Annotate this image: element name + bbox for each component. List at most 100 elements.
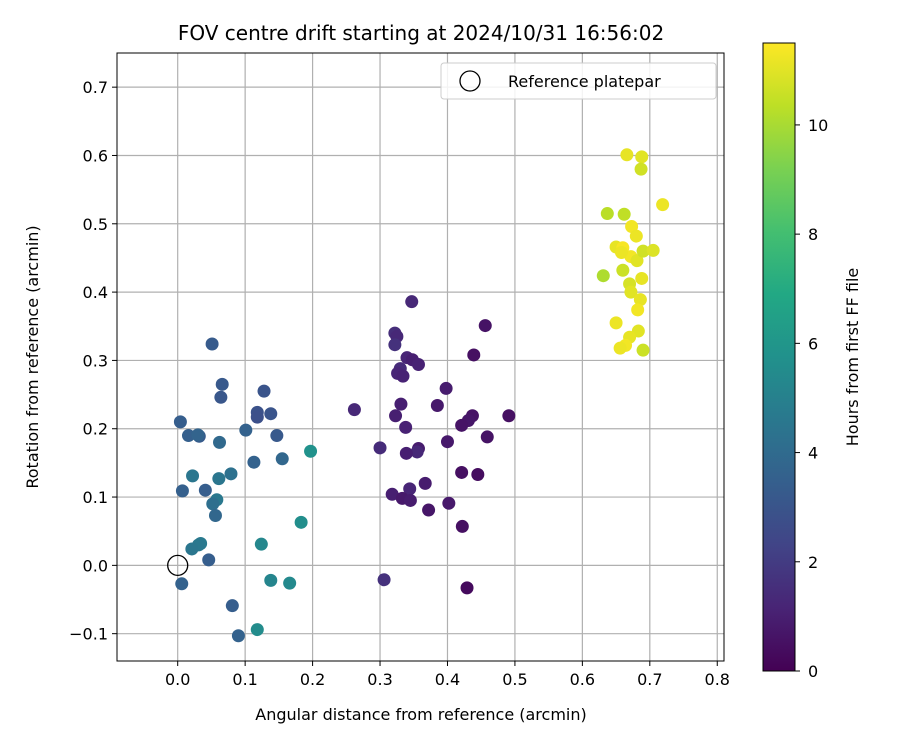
data-point — [202, 553, 216, 567]
data-point — [396, 369, 410, 383]
data-point — [264, 573, 278, 587]
y-tick-label: 0.3 — [83, 351, 108, 370]
x-tick-label: 0.8 — [705, 670, 730, 689]
x-tick-label: 0.7 — [637, 670, 662, 689]
colorbar-tick-label: 2 — [808, 553, 818, 572]
colorbar: 0 2 4 6 8 10 Hours from first FF file — [762, 42, 862, 681]
data-point — [634, 162, 648, 176]
data-point — [646, 243, 660, 257]
data-point — [596, 269, 610, 283]
x-tick-label: 0.3 — [367, 670, 392, 689]
data-point — [181, 429, 195, 443]
y-tick-label: 0.4 — [83, 283, 108, 302]
legend-box — [440, 62, 717, 100]
colorbar-ticks: 0 2 4 6 8 10 — [795, 116, 828, 681]
data-point — [635, 150, 649, 164]
x-tick-label: 0.6 — [570, 670, 595, 689]
data-point — [630, 254, 644, 268]
data-point — [175, 577, 189, 591]
data-point — [609, 316, 623, 330]
data-point — [275, 452, 289, 466]
data-point — [471, 468, 485, 482]
y-tick-label: −0.1 — [69, 625, 108, 644]
data-point — [198, 483, 212, 497]
colorbar-tick-label: 4 — [808, 444, 818, 463]
data-point — [631, 303, 645, 317]
data-point — [254, 537, 268, 551]
data-point — [215, 377, 229, 391]
data-point — [394, 397, 408, 411]
data-point — [410, 445, 424, 459]
data-point — [208, 508, 222, 522]
legend-label: Reference platepar — [508, 72, 661, 91]
data-point — [225, 599, 239, 613]
data-point — [399, 420, 413, 434]
data-point — [206, 497, 220, 511]
data-point — [614, 245, 628, 259]
x-tick-label: 0.2 — [300, 670, 325, 689]
data-point — [616, 263, 630, 277]
data-point — [250, 623, 264, 637]
data-point — [247, 455, 261, 469]
data-point — [304, 444, 318, 458]
data-point — [191, 428, 205, 442]
data-point — [205, 337, 219, 351]
data-point — [214, 390, 228, 404]
x-tick-label: 0.0 — [165, 670, 190, 689]
reference-marker — [167, 554, 189, 577]
data-point — [173, 415, 187, 429]
data-point — [620, 148, 634, 162]
data-point — [294, 515, 308, 529]
legend-marker — [459, 70, 481, 92]
data-point — [270, 429, 284, 443]
data-point — [636, 343, 650, 357]
data-point — [455, 465, 469, 479]
data-point — [613, 341, 627, 355]
data-point — [175, 484, 189, 498]
data-point — [283, 576, 297, 590]
data-point — [213, 435, 227, 449]
data-point — [403, 493, 417, 507]
data-point — [403, 482, 417, 496]
data-point — [185, 542, 199, 556]
data-point — [635, 271, 649, 285]
y-tick-label: 0.6 — [83, 146, 108, 165]
data-point — [212, 472, 226, 486]
data-point — [418, 476, 432, 490]
data-point — [399, 446, 413, 460]
data-point — [624, 285, 638, 299]
data-point — [373, 441, 387, 455]
data-point — [430, 399, 444, 413]
colorbar-tick-label: 6 — [808, 334, 818, 353]
y-axis-ticks: −0.1 0.0 0.1 0.2 0.3 0.4 0.5 0.6 0.7 — [69, 78, 117, 644]
legend: Reference platepar — [440, 62, 717, 100]
y-tick-label: 0.2 — [83, 420, 108, 439]
data-point — [439, 381, 453, 395]
data-point — [264, 407, 278, 421]
data-point — [250, 410, 264, 424]
data-point — [455, 418, 469, 432]
y-tick-label: 0.0 — [83, 556, 108, 575]
data-point — [480, 430, 494, 444]
data-point — [257, 384, 271, 398]
data-point — [411, 358, 425, 372]
colorbar-tick-label: 8 — [808, 225, 818, 244]
data-point — [405, 295, 419, 309]
data-point — [467, 348, 481, 362]
data-point — [388, 338, 402, 352]
grid-lines — [117, 53, 724, 661]
colorbar-tick-label: 0 — [808, 662, 818, 681]
data-point — [656, 198, 670, 212]
data-point — [442, 496, 456, 510]
data-point — [629, 229, 643, 243]
data-point — [636, 244, 650, 258]
data-point — [347, 403, 361, 417]
x-axis-ticks: 0.0 0.1 0.2 0.3 0.4 0.5 0.6 0.7 0.8 — [165, 661, 730, 689]
y-axis-label: Rotation from reference (arcmin) — [23, 225, 42, 488]
colorbar-gradient — [762, 42, 796, 672]
data-point — [389, 409, 403, 423]
data-point — [478, 319, 492, 333]
data-point — [377, 573, 391, 587]
data-point — [385, 487, 399, 501]
